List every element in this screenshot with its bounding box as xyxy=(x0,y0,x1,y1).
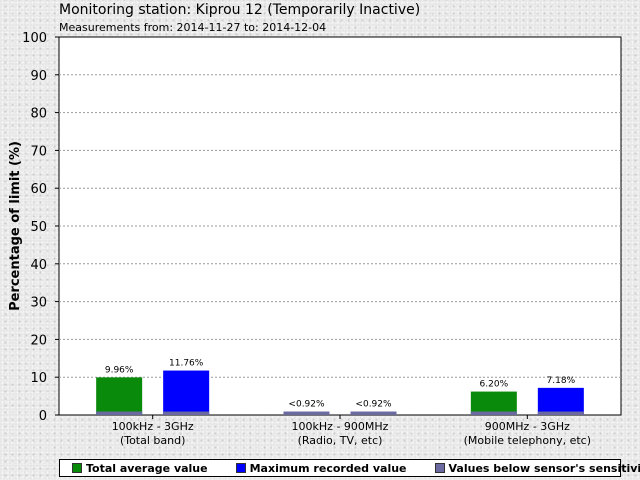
legend-swatch-green xyxy=(72,463,82,473)
sensitivity-bar-0-2 xyxy=(470,411,517,415)
x-tick-label-1-line1: 100kHz - 900MHz xyxy=(292,420,389,433)
y-tick-label-50: 50 xyxy=(30,220,47,235)
y-tick-label-30: 30 xyxy=(30,296,47,311)
y-tick-label-40: 40 xyxy=(30,258,47,273)
sensitivity-bar-1-2 xyxy=(537,411,584,415)
legend-label-average: Total average value xyxy=(86,461,208,475)
legend-item-sensitivity: Values below sensor's sensitivity xyxy=(434,461,640,475)
y-tick-label-70: 70 xyxy=(30,144,47,159)
y-tick-label-0: 0 xyxy=(39,409,47,424)
sensitivity-bar-1-1 xyxy=(350,411,397,415)
chart-subtitle: Measurements from: 2014-11-27 to: 2014-1… xyxy=(59,21,327,34)
y-tick-label-80: 80 xyxy=(30,107,47,122)
y-tick-label-20: 20 xyxy=(30,333,47,348)
sensitivity-bar-1-0 xyxy=(163,411,210,415)
y-tick-label-100: 100 xyxy=(22,31,47,46)
bar-label-1-1: <0.92% xyxy=(355,400,392,410)
x-tick-label-1-line2: (Radio, TV, etc) xyxy=(298,434,383,447)
bar-1-0 xyxy=(163,370,210,415)
y-tick-label-10: 10 xyxy=(30,371,47,386)
bar-labels: 9.96% 11.76% <0.92% <0.92% 6.20% 7.18% xyxy=(105,359,576,410)
legend-item-maximum: Maximum recorded value xyxy=(235,461,407,475)
legend-item-average: Total average value xyxy=(72,462,208,475)
x-axis-labels: 100kHz - 3GHz(Total band) 100kHz - 900MHz… xyxy=(112,415,591,447)
grid-lines xyxy=(59,74,621,378)
bar-1-2 xyxy=(537,387,584,415)
legend: Total average value Maximum recorded val… xyxy=(59,459,640,477)
legend-swatch-blue xyxy=(235,463,246,473)
legend-swatch-gray xyxy=(434,463,445,473)
legend-label-sensitivity: Values below sensor's sensitivity xyxy=(448,461,640,475)
bars xyxy=(96,370,584,415)
x-tick-label-0-line2: (Total band) xyxy=(120,434,185,447)
sensitivity-bar-0-0 xyxy=(96,411,143,415)
bar-0-2 xyxy=(470,391,517,415)
bar-label-1-2: 7.18% xyxy=(547,376,576,386)
chart-title: Monitoring station: Kiprou 12 (Temporari… xyxy=(59,2,421,18)
x-tick-label-0-line1: 100kHz - 3GHz xyxy=(112,420,194,433)
bar-label-0-1: <0.92% xyxy=(288,400,325,410)
bar-0-0 xyxy=(96,377,143,415)
y-axis-ticks: 0 10 20 30 40 50 60 70 80 90 100 xyxy=(22,31,59,424)
bar-label-0-0: 9.96% xyxy=(105,365,134,375)
bar-label-1-0: 11.76% xyxy=(169,359,204,369)
x-tick-label-2-line1: 900MHz - 3GHz xyxy=(485,420,570,433)
sensitivity-bar-0-1 xyxy=(283,411,330,415)
bar-label-0-2: 6.20% xyxy=(480,380,509,390)
legend-label-maximum: Maximum recorded value xyxy=(249,461,407,475)
y-axis-label: Percentage of limit (%) xyxy=(8,141,23,311)
x-tick-label-2-line2: (Mobile telephony, etc) xyxy=(464,434,591,447)
y-tick-label-60: 60 xyxy=(30,182,47,197)
y-tick-label-90: 90 xyxy=(30,69,47,84)
